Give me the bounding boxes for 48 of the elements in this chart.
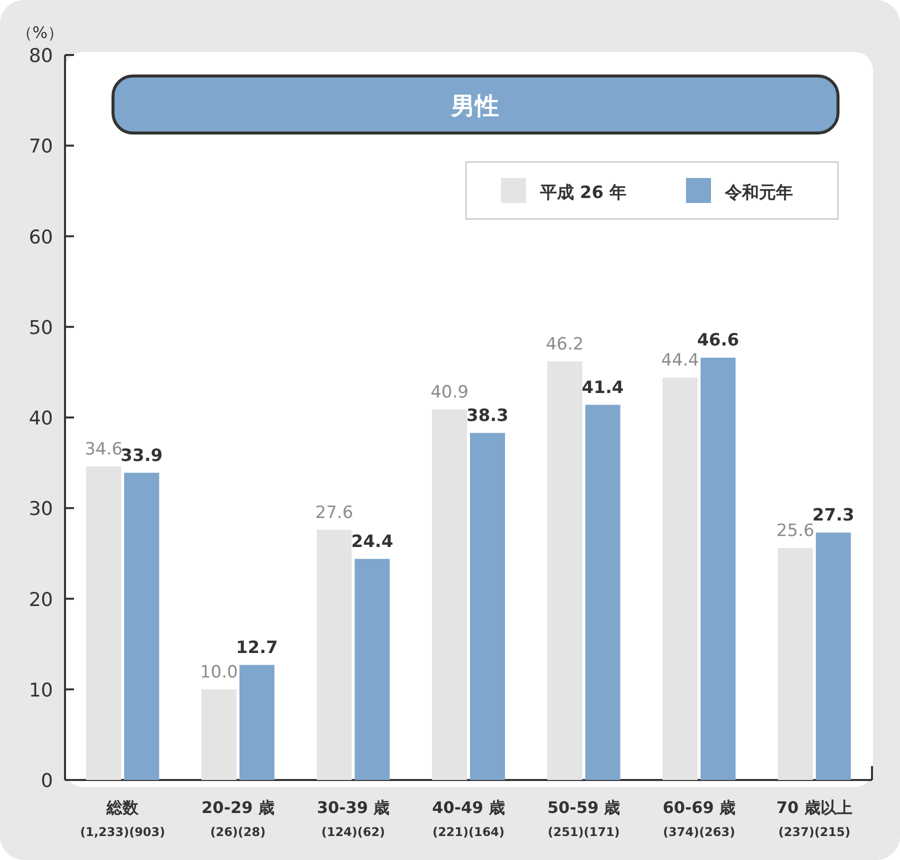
- data-label: 38.3: [466, 406, 508, 426]
- data-label: 40.9: [430, 382, 468, 402]
- bar: [585, 404, 620, 780]
- y-tick-label: 70: [28, 136, 53, 158]
- bar: [700, 358, 736, 780]
- x-tick-label: 50-59 歳 (251)(171): [547, 798, 620, 839]
- bar: [354, 558, 390, 780]
- bar: [432, 409, 467, 780]
- x-tick-label: 60-69 歳 (374)(263): [662, 798, 736, 839]
- data-label: 10.0: [200, 662, 238, 682]
- x-tick-label: 40-49 歳 (221)(164): [432, 798, 505, 839]
- data-label: 41.4: [582, 378, 624, 398]
- bar: [816, 532, 851, 780]
- data-label: 25.6: [776, 521, 814, 541]
- y-tick-label: 20: [28, 588, 53, 611]
- y-tick-label: 80: [28, 45, 53, 67]
- bar: [239, 664, 274, 780]
- data-label: 33.9: [120, 446, 163, 466]
- data-label: 46.6: [697, 330, 740, 351]
- bar: [86, 466, 122, 780]
- y-tick-label: 10: [28, 679, 53, 702]
- data-label: 27.6: [315, 502, 354, 523]
- x-tick-label: 20-29 歳 (26)(28): [202, 798, 274, 839]
- data-label: 46.2: [546, 334, 584, 354]
- x-tick-label: 総数 (1,233)(903): [80, 798, 166, 839]
- bar: [778, 548, 813, 780]
- bar: [470, 432, 505, 780]
- y-tick-label: 50: [28, 316, 53, 339]
- data-label: 27.3: [812, 506, 854, 526]
- data-label: 12.7: [236, 638, 278, 658]
- y-tick-label: 60: [28, 226, 53, 248]
- text: 男性: [450, 92, 499, 120]
- data-label: 34.6: [84, 439, 123, 460]
- bar: [316, 530, 352, 780]
- y-tick-label: 0: [40, 770, 53, 792]
- y-tick-label: 30: [28, 498, 53, 520]
- y-axis-title: （%）: [16, 23, 64, 42]
- bar: [124, 472, 160, 780]
- y-tick-label: 40: [28, 408, 53, 430]
- bar: [201, 689, 236, 780]
- legend-label: 令和元年: [724, 183, 793, 203]
- x-tick-label: 70 歳以上 (237)(215): [776, 798, 852, 839]
- data-label: 24.4: [351, 532, 394, 552]
- bar: [547, 361, 582, 780]
- legend-label: 平成 26 年: [539, 183, 626, 203]
- data-label: 44.4: [661, 350, 699, 371]
- x-tick-label: 30-39 歳 (124)(62): [316, 798, 390, 839]
- bar: [662, 378, 698, 780]
